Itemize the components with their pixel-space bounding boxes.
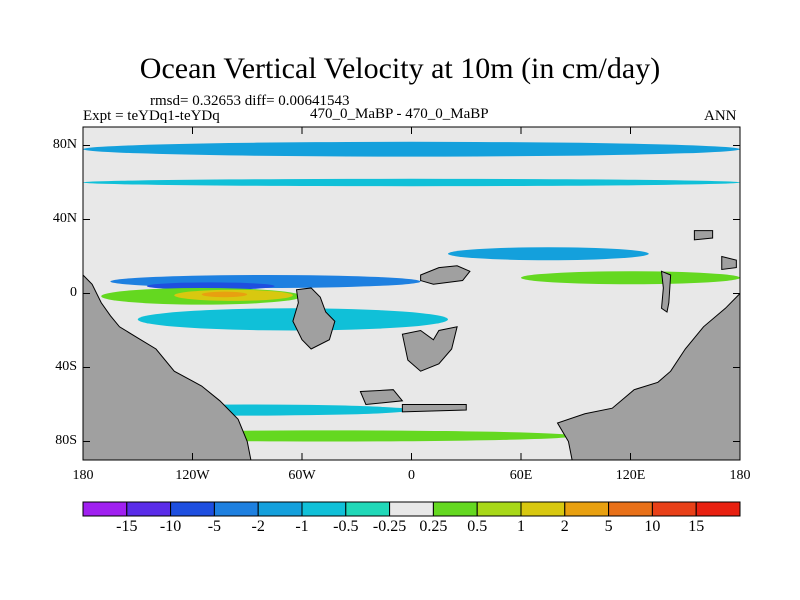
land-mass-5 — [660, 270, 672, 313]
colorbar-swatch-10 — [520, 501, 566, 517]
anomaly-band-7 — [83, 178, 740, 187]
lon-tick-label: 60E — [509, 468, 533, 483]
land-mass-3 — [401, 326, 458, 372]
lat-tick-label: 40N — [52, 210, 77, 226]
lon-tick-label: 60W — [288, 468, 316, 483]
colorbar-swatch-1 — [126, 501, 172, 517]
land-mass-8 — [359, 389, 404, 406]
anomaly-band-9 — [521, 271, 740, 285]
plot-title: Ocean Vertical Velocity at 10m (in cm/da… — [139, 52, 661, 85]
anomaly-band-6 — [83, 141, 740, 157]
colorbar-swatch-5 — [301, 501, 347, 517]
lat-tick-label: 80S — [55, 432, 77, 448]
colorbar-swatch-7 — [389, 501, 434, 517]
anomaly-band-5 — [137, 308, 448, 331]
land-mass-7 — [721, 255, 737, 271]
land-mass-9 — [401, 404, 467, 413]
colorbar-label: 0.25 — [419, 518, 448, 535]
land-mass-4 — [420, 265, 471, 285]
colorbar-swatch-8 — [432, 501, 478, 517]
colorbar-swatch-11 — [564, 501, 610, 517]
colorbar-swatch-12 — [608, 501, 653, 517]
land-mass-2 — [292, 287, 336, 350]
colorbar-label: -5 — [207, 518, 222, 535]
colorbar-label: 2 — [560, 518, 569, 535]
lon-tick-label: 180 — [72, 468, 94, 483]
land-mass-6 — [693, 230, 714, 241]
land-mass-0 — [82, 273, 252, 461]
lon-tick-label: 120W — [175, 468, 210, 483]
colorbar-label: 15 — [688, 518, 705, 535]
colorbar-label: -0.25 — [372, 518, 407, 535]
colorbar-swatch-2 — [170, 501, 215, 517]
stats-label: rmsd= 0.32653 diff= 0.00641543 — [150, 93, 350, 109]
land-mass-1 — [556, 292, 741, 461]
colorbar-label: 10 — [644, 518, 661, 535]
anomaly-band-1 — [146, 282, 275, 290]
colorbar-label: -2 — [251, 518, 265, 535]
colorbar-label: -1 — [295, 518, 309, 535]
colorbar-swatch-13 — [651, 501, 697, 517]
colorbar-swatch-14 — [695, 501, 741, 517]
colorbar-swatch-9 — [476, 501, 522, 517]
colorbar-label: -0.5 — [333, 518, 359, 535]
lon-tick-label: 180 — [729, 468, 751, 483]
lon-tick-label: 0 — [408, 468, 415, 483]
colorbar-swatch-3 — [213, 501, 259, 517]
lat-tick-label: 80N — [52, 136, 77, 152]
season-label: ANN — [704, 108, 737, 124]
lat-tick-label: 40S — [55, 358, 77, 374]
colorbar-label: -15 — [116, 518, 138, 535]
colorbar-label: 0.5 — [467, 518, 488, 535]
anomaly-band-8 — [448, 247, 649, 261]
colorbar-swatch-4 — [257, 501, 303, 517]
colorbar-label: 5 — [604, 518, 613, 535]
experiment-label: Expt = teYDq1-teYDq — [83, 108, 220, 124]
colorbar-swatch-6 — [345, 501, 391, 517]
lat-tick-label: 0 — [70, 284, 77, 300]
anomaly-band-4 — [201, 291, 248, 298]
colorbar-label: 1 — [517, 518, 525, 535]
lon-tick-label: 120E — [615, 468, 646, 483]
case-label: 470_0_MaBP - 470_0_MaBP — [310, 106, 489, 122]
colorbar-swatch-0 — [82, 501, 128, 517]
colorbar-label: -10 — [159, 518, 182, 535]
